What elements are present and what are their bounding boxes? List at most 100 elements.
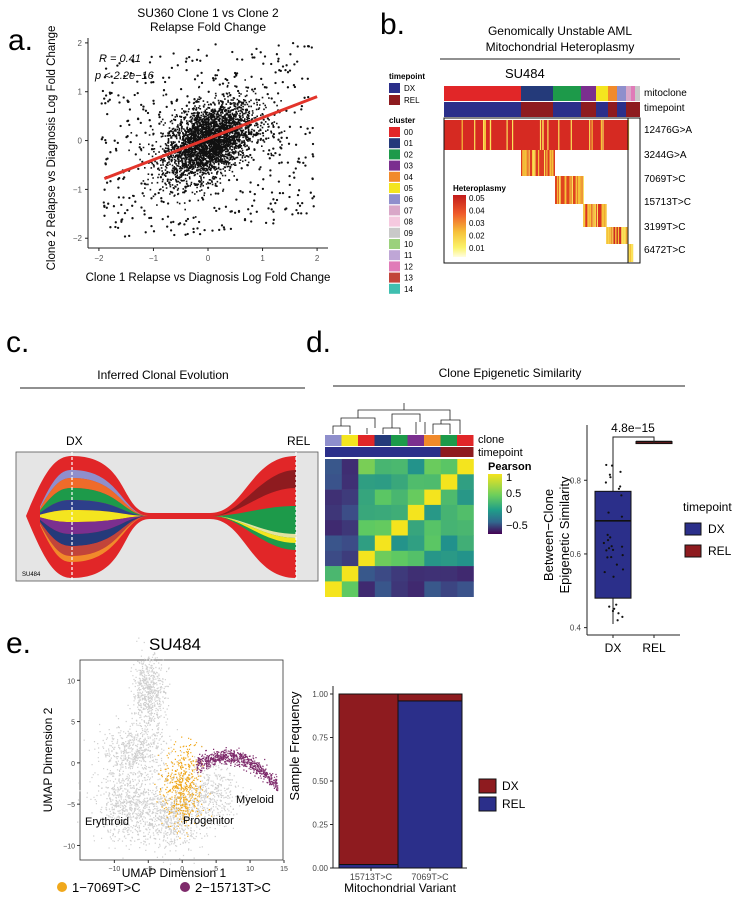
scatter-point [211,229,214,232]
scatter-point [201,198,205,201]
umap-cloud-15713 [196,747,279,792]
heteroplasmy-stripe [461,120,463,150]
mito-row-labels: mitoclone timepoint 12476G>A 3244G>A 7069T>C… [644,88,692,256]
scatter-point [104,67,108,70]
similarity-cell [457,535,474,552]
scatter-point [280,131,283,134]
clone-cell [457,435,474,446]
similarity-cell [391,520,408,536]
scatter-point [257,98,261,102]
scatter-point [217,69,220,72]
scatter-point [175,98,179,101]
heteroplasmy-tick: 0.01 [469,244,485,253]
heteroplasmy-stripe [569,176,571,204]
cluster-swatch [389,283,400,294]
scatter-point [272,198,275,201]
scatter-point [120,203,123,207]
scatter-point [107,100,110,103]
mito-row-label: 6472T>C [644,245,685,256]
similarity-cell [407,489,425,506]
scatter-point [274,151,277,155]
scatter-point [296,160,300,163]
scatter-point [255,98,258,101]
scatter-point [284,68,287,72]
scatter-point [226,144,229,147]
x-tick-label: 1 [260,254,265,263]
similarity-cell [440,550,458,567]
similarity-cell [440,566,458,582]
bar-segment-dx [338,693,404,866]
scatter-point [158,110,162,114]
scatter-point [196,74,199,77]
similarity-cell [424,474,441,490]
y-tick-label: −2 [73,234,83,243]
scatter-point [224,118,227,122]
cluster-swatch [389,216,400,227]
scatter-point [251,204,254,208]
clone-cell [341,435,358,446]
scatter-point [269,202,272,205]
box-jitter-point [620,494,623,497]
scatter-point [220,100,224,103]
heteroplasmy-stripe [590,204,592,227]
timepoint-cell [617,102,626,117]
umap-xtick-label: −5 [144,866,152,873]
umap-ytick-label: −10 [63,843,75,850]
box-jitter-point [616,619,619,622]
legend-label-7069: 1−7069T>C [72,880,141,895]
scatter-point [215,209,218,213]
scatter-point [193,127,197,131]
row-label-clone: clone [478,434,504,446]
panel-c: c. Inferred Clonal Evolution DX REL SU48… [6,326,319,582]
box-jitter-point [620,515,624,518]
bar-legend-swatch [478,778,497,794]
scatter-point [277,126,280,129]
scatter-point [103,76,107,79]
scatter-point [185,104,188,107]
x-tick-label: 2 [315,254,320,263]
scatter-point [263,86,267,89]
scatter-point [109,226,112,229]
scatter-point [237,210,241,213]
umap-ytick-label: −5 [67,802,75,809]
fish-clone-band-dx [40,500,148,516]
scatter-point [176,64,179,67]
scatter-point [142,105,145,108]
box-xticks: DX REL [605,635,666,655]
bar-stacks [338,693,463,869]
fish-clone-band-dx [40,516,148,562]
scatter-point [140,103,143,107]
scatter-point [165,93,168,96]
similarity-cell [325,581,342,597]
clone-cell [440,435,457,446]
scatter-point [227,178,231,182]
scatter-point [286,71,290,74]
scatter-point [300,104,304,108]
similarity-cell [358,550,375,567]
scatter-point [220,224,224,227]
heteroplasmy-stripe [621,227,623,244]
scatter-point [288,195,291,199]
scatter-point [310,46,313,49]
scatter-point [265,137,268,140]
cluster-swatch [389,205,400,216]
scatter-point [106,112,109,116]
scatter-point [236,128,239,132]
box-legend-label: DX [708,522,725,536]
box-body [594,490,632,599]
scatter-point [185,57,188,60]
scatter-point [272,218,275,221]
scatter-point [294,143,298,146]
scatter-point [200,81,204,85]
scatter-point [149,216,153,220]
scatter-point [223,139,227,143]
scatter-point [267,152,270,156]
heteroplasmy-stripe [584,204,586,227]
similarity-cell [374,520,392,536]
scatter-point [157,191,160,195]
scatter-point [109,151,112,154]
scatter-point [184,110,187,113]
heteroplasmy-stripe [512,120,514,150]
scatter-point [274,71,277,74]
similarity-cell [325,459,342,475]
